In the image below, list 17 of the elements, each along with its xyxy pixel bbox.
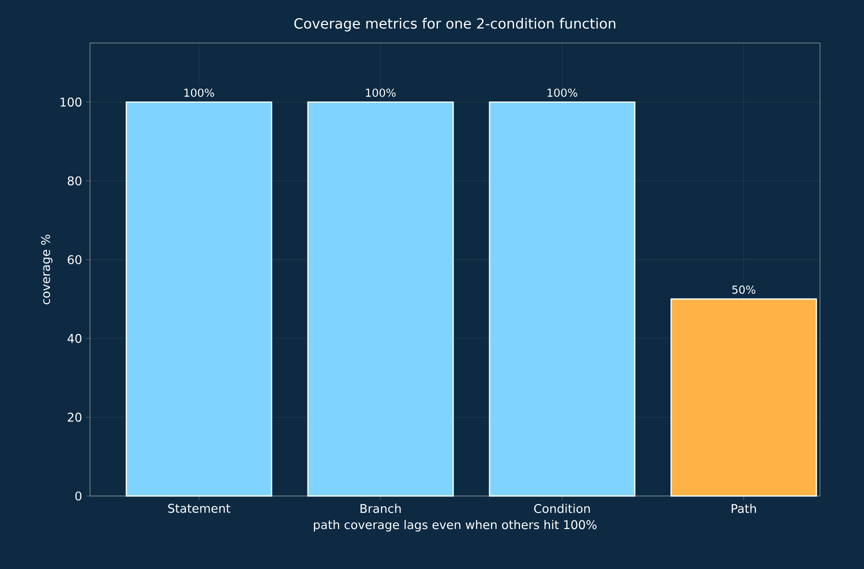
x-axis-title: path coverage lags even when others hit 100% (314, 520, 597, 532)
y-tick-label: 100 (60, 98, 82, 107)
y-axis-title: coverage % (41, 234, 52, 304)
chart-title: Coverage metrics for one 2-condition function (294, 18, 616, 32)
data-label: 100% (184, 88, 214, 97)
x-tick-label: Condition (534, 504, 590, 514)
y-tick-label: 40 (68, 334, 82, 343)
y-tick-label: 0 (75, 491, 82, 501)
x-tick-label: Branch (360, 504, 401, 514)
data-label: 50% (732, 286, 756, 294)
y-tick-label: 60 (68, 255, 82, 264)
y-tick-label: 80 (68, 176, 82, 186)
data-label: 100% (548, 88, 578, 97)
x-tick-label: Path (732, 504, 756, 514)
data-label: 100% (366, 88, 396, 97)
y-tick-label: 20 (68, 412, 82, 422)
x-tick-label: Statement (168, 504, 230, 513)
